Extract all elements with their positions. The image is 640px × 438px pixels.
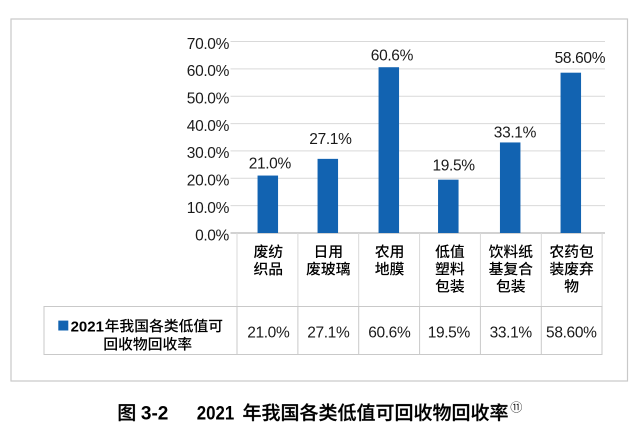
svg-text:33.1%: 33.1% [490,325,533,342]
svg-text:70.0%: 70.0% [187,36,230,53]
svg-text:33.1%: 33.1% [494,125,537,142]
svg-text:19.5%: 19.5% [428,325,471,342]
svg-text:30.0%: 30.0% [187,145,230,162]
svg-text:58.60%: 58.60% [546,325,597,342]
svg-text:27.1%: 27.1% [307,325,350,342]
svg-text:60.6%: 60.6% [368,325,411,342]
svg-text:40.0%: 40.0% [187,118,230,135]
svg-text:20.0%: 20.0% [187,173,230,190]
svg-text:10.0%: 10.0% [187,200,230,217]
svg-text:0.0%: 0.0% [195,227,229,244]
svg-text:19.5%: 19.5% [432,157,475,174]
svg-text:58.60%: 58.60% [555,50,606,67]
svg-text:50.0%: 50.0% [187,91,230,108]
svg-text:2021: 2021 [71,318,104,335]
svg-text:60.6%: 60.6% [371,48,414,65]
svg-text:2021: 2021 [197,404,235,425]
svg-text:27.1%: 27.1% [309,131,352,148]
svg-text:3-2: 3-2 [141,404,168,425]
svg-text:21.0%: 21.0% [247,325,290,342]
svg-text:21.0%: 21.0% [249,155,292,172]
svg-text:60.0%: 60.0% [187,63,230,80]
